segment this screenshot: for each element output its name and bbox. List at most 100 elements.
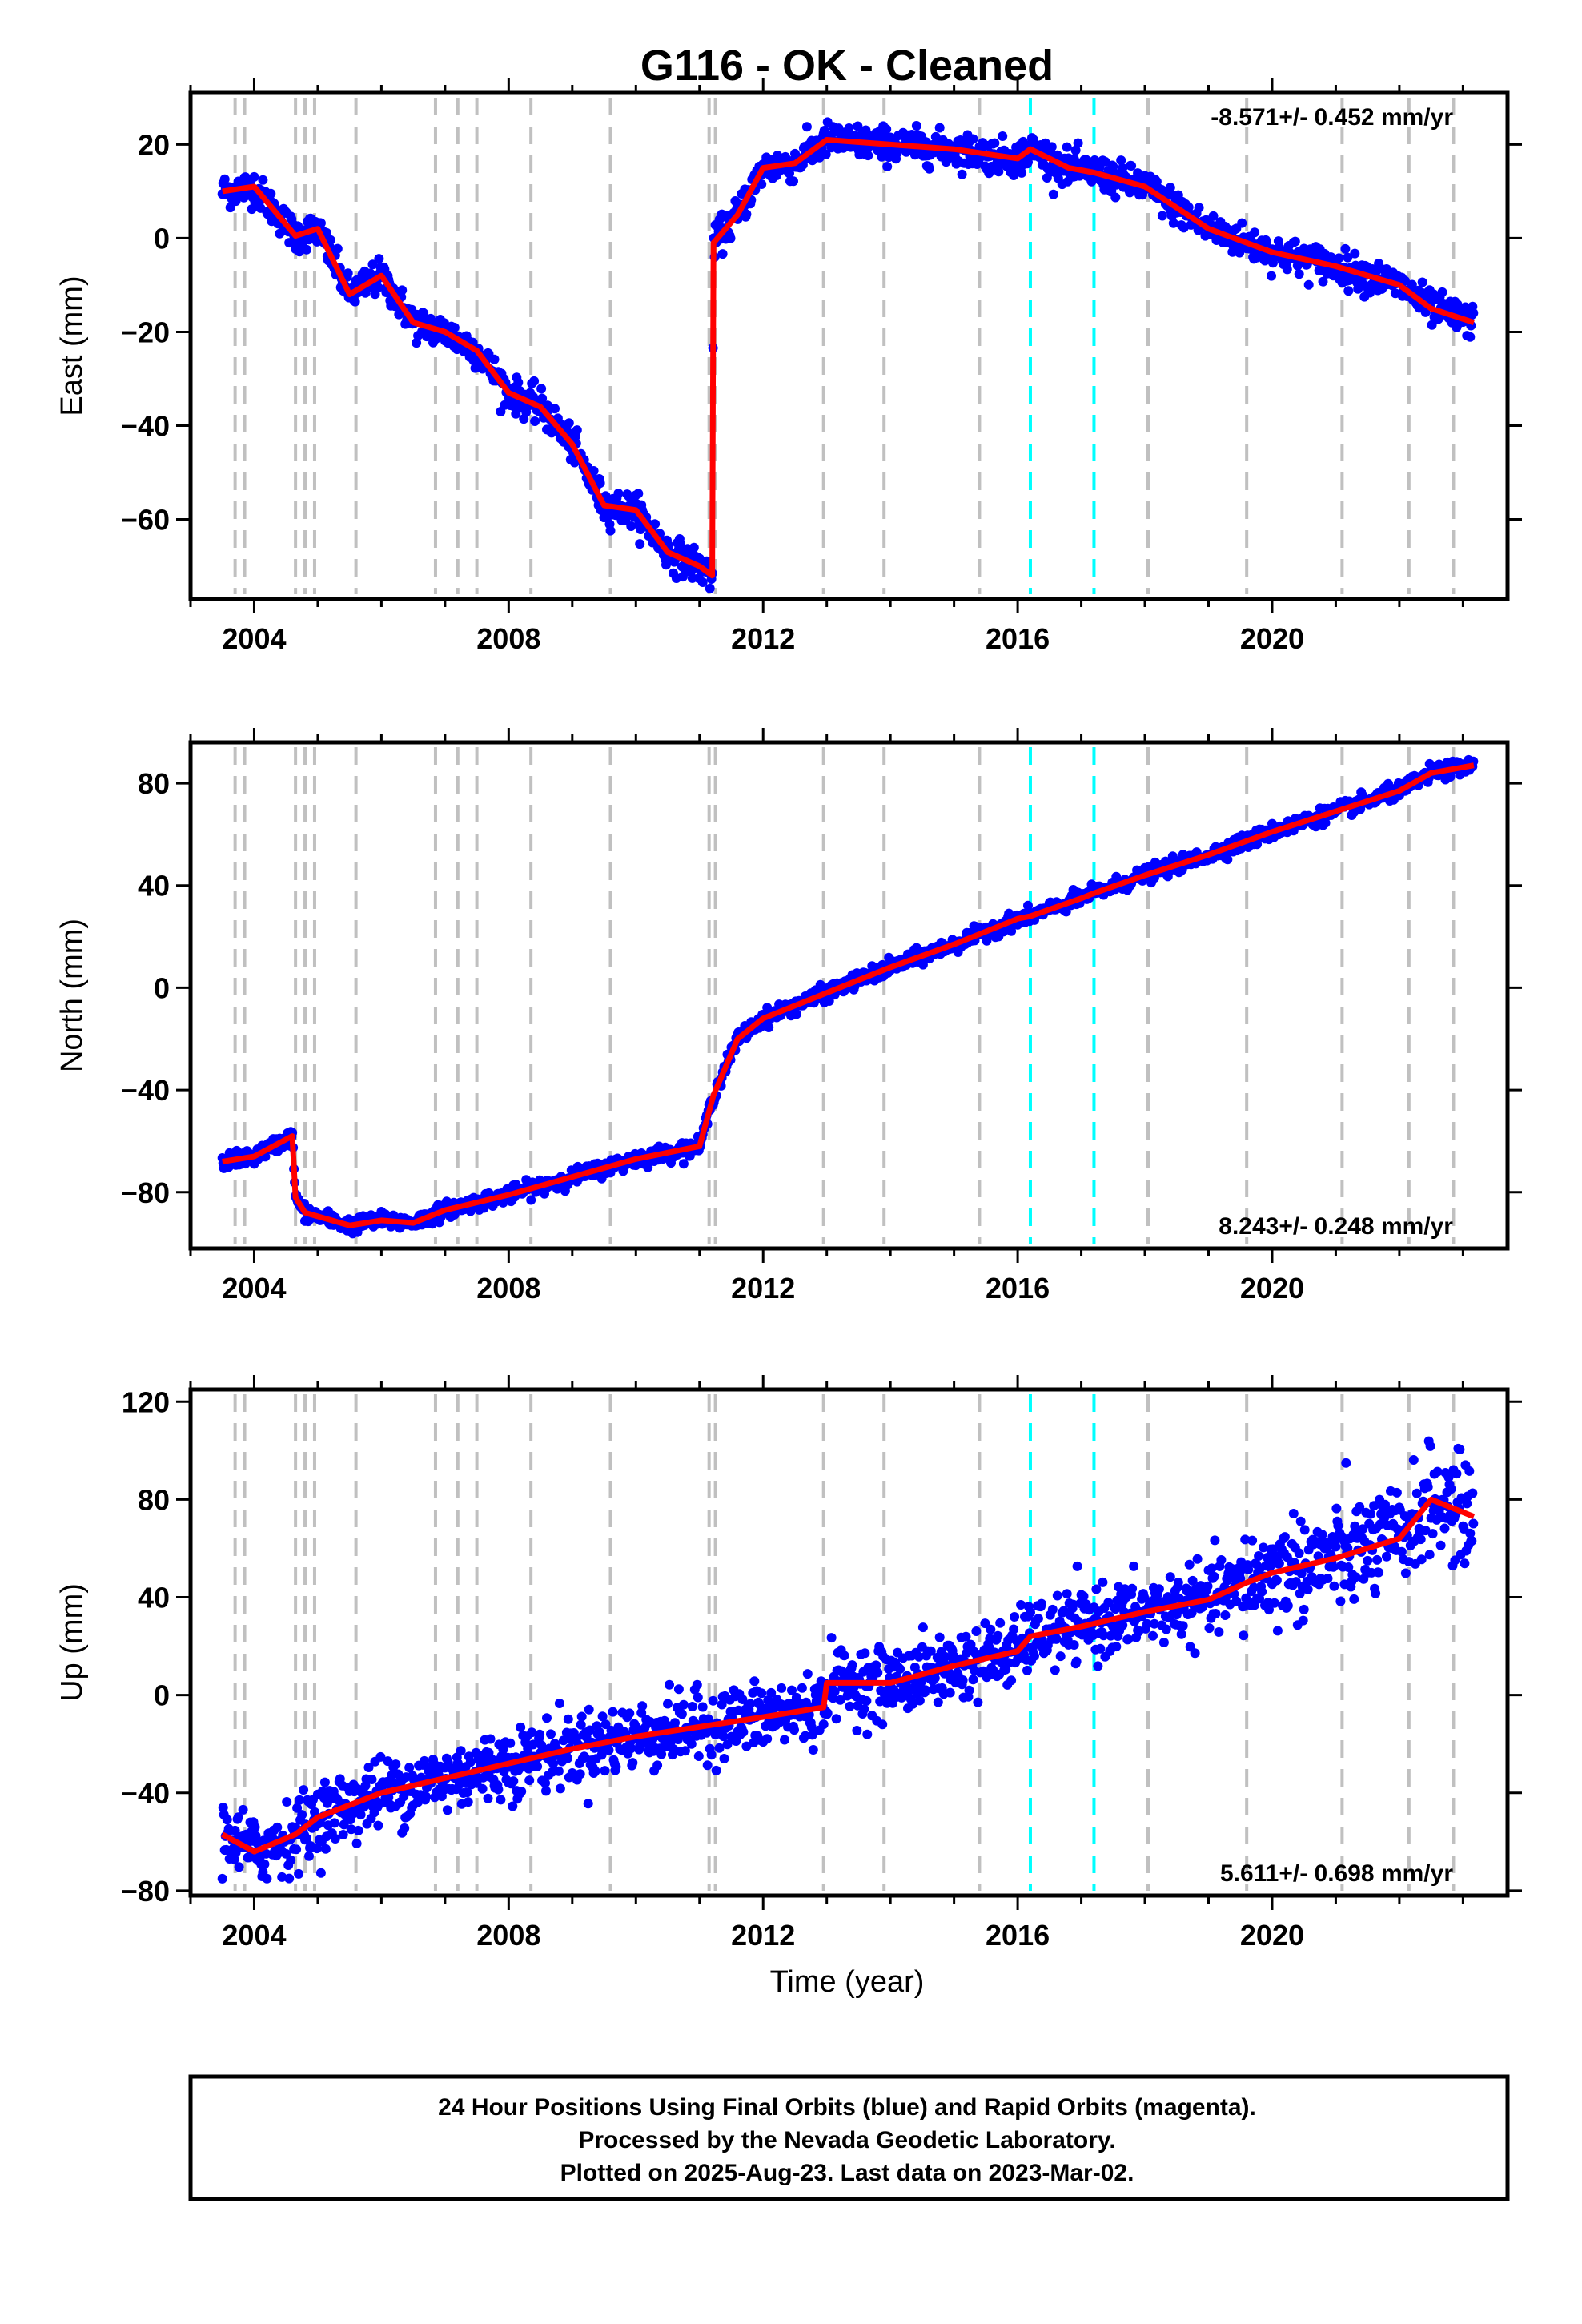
data-point (1231, 1596, 1242, 1606)
data-point (554, 1699, 564, 1708)
data-point (1343, 286, 1354, 296)
data-point (1158, 1638, 1169, 1647)
data-point (705, 583, 715, 593)
data-point (1216, 1555, 1227, 1565)
data-point (1235, 1574, 1246, 1584)
data-point (505, 1738, 516, 1748)
x-tick-label: 2016 (986, 622, 1050, 655)
data-point (1209, 1571, 1219, 1582)
data-point (701, 556, 712, 566)
data-point (1439, 1523, 1450, 1534)
data-point (777, 1683, 787, 1693)
data-point (576, 1711, 587, 1722)
data-point (1267, 271, 1276, 281)
data-point (717, 249, 728, 259)
data-point (1016, 1600, 1026, 1610)
data-point (1127, 1583, 1138, 1594)
north-frame (188, 740, 1510, 1251)
data-point (477, 1783, 488, 1794)
data-point (600, 1719, 611, 1730)
data-point (924, 163, 934, 174)
data-point (219, 174, 230, 184)
data-point (1382, 1551, 1391, 1562)
data-point (877, 1719, 888, 1730)
data-point (262, 1873, 272, 1884)
data-point (1093, 1661, 1103, 1671)
data-point (1026, 1607, 1035, 1618)
data-point (990, 138, 1000, 148)
data-point (1178, 1621, 1188, 1631)
data-point (1343, 252, 1353, 263)
data-point (600, 1766, 610, 1776)
data-point (757, 1688, 767, 1699)
data-point (908, 1699, 917, 1709)
data-point (1331, 1542, 1341, 1552)
data-point (958, 1675, 968, 1685)
data-point (343, 268, 353, 279)
data-point (332, 243, 343, 254)
data-point (315, 218, 326, 228)
data-point (1274, 1558, 1284, 1569)
data-point (1033, 1614, 1043, 1624)
data-point (1210, 1535, 1220, 1546)
data-point (1098, 1630, 1109, 1641)
data-point (1203, 1581, 1213, 1591)
data-point (1207, 1563, 1217, 1574)
data-point (442, 1805, 452, 1815)
x-tick-label: 2008 (476, 1919, 540, 1952)
data-point (1223, 854, 1233, 865)
data-point (973, 1697, 983, 1707)
data-point (680, 1746, 690, 1756)
data-point (1250, 227, 1260, 238)
data-point (961, 1631, 971, 1642)
data-point (1023, 900, 1033, 911)
data-point (558, 1735, 568, 1746)
data-point (1237, 218, 1247, 228)
y-tick-label: 0 (154, 222, 170, 255)
data-point (555, 1783, 565, 1794)
data-point (741, 1741, 752, 1751)
data-point (1095, 1643, 1106, 1654)
data-point (1157, 211, 1167, 221)
y-tick-label: −40 (121, 1777, 170, 1810)
data-point (1396, 1546, 1407, 1557)
data-point (806, 1722, 817, 1732)
data-point (532, 1761, 543, 1771)
data-point (882, 162, 893, 171)
data-point (537, 393, 548, 404)
data-point (847, 1660, 857, 1671)
data-point (1009, 171, 1019, 180)
data-point (367, 1775, 377, 1784)
data-point (678, 1159, 689, 1169)
data-point (1051, 1634, 1062, 1644)
data-point (780, 1735, 789, 1745)
data-point (934, 1632, 945, 1642)
data-point (604, 1745, 614, 1755)
data-point (1010, 1612, 1020, 1622)
data-point (1333, 1521, 1343, 1531)
data-point (787, 1685, 797, 1695)
data-point (608, 1707, 618, 1717)
data-point (249, 171, 259, 182)
data-point (1400, 1568, 1411, 1578)
data-point (251, 1831, 261, 1841)
data-point (678, 1699, 689, 1710)
north-ylabel: North (mm) (55, 919, 89, 1072)
data-point (839, 1651, 849, 1661)
x-tick-label: 2004 (222, 622, 286, 655)
data-point (462, 1787, 472, 1798)
data-point (1249, 1582, 1259, 1593)
data-point (1071, 1656, 1082, 1667)
data-point (1340, 243, 1351, 254)
data-point (934, 123, 945, 133)
x-tick-label: 2012 (731, 1272, 795, 1305)
data-point (292, 1803, 303, 1813)
data-point (1271, 1575, 1282, 1586)
data-point (498, 1744, 508, 1755)
data-point (933, 1697, 943, 1707)
data-point (673, 1684, 684, 1695)
data-point (1416, 1554, 1427, 1565)
data-point (826, 1633, 837, 1643)
data-point (1048, 189, 1058, 199)
data-point (1372, 1554, 1383, 1565)
